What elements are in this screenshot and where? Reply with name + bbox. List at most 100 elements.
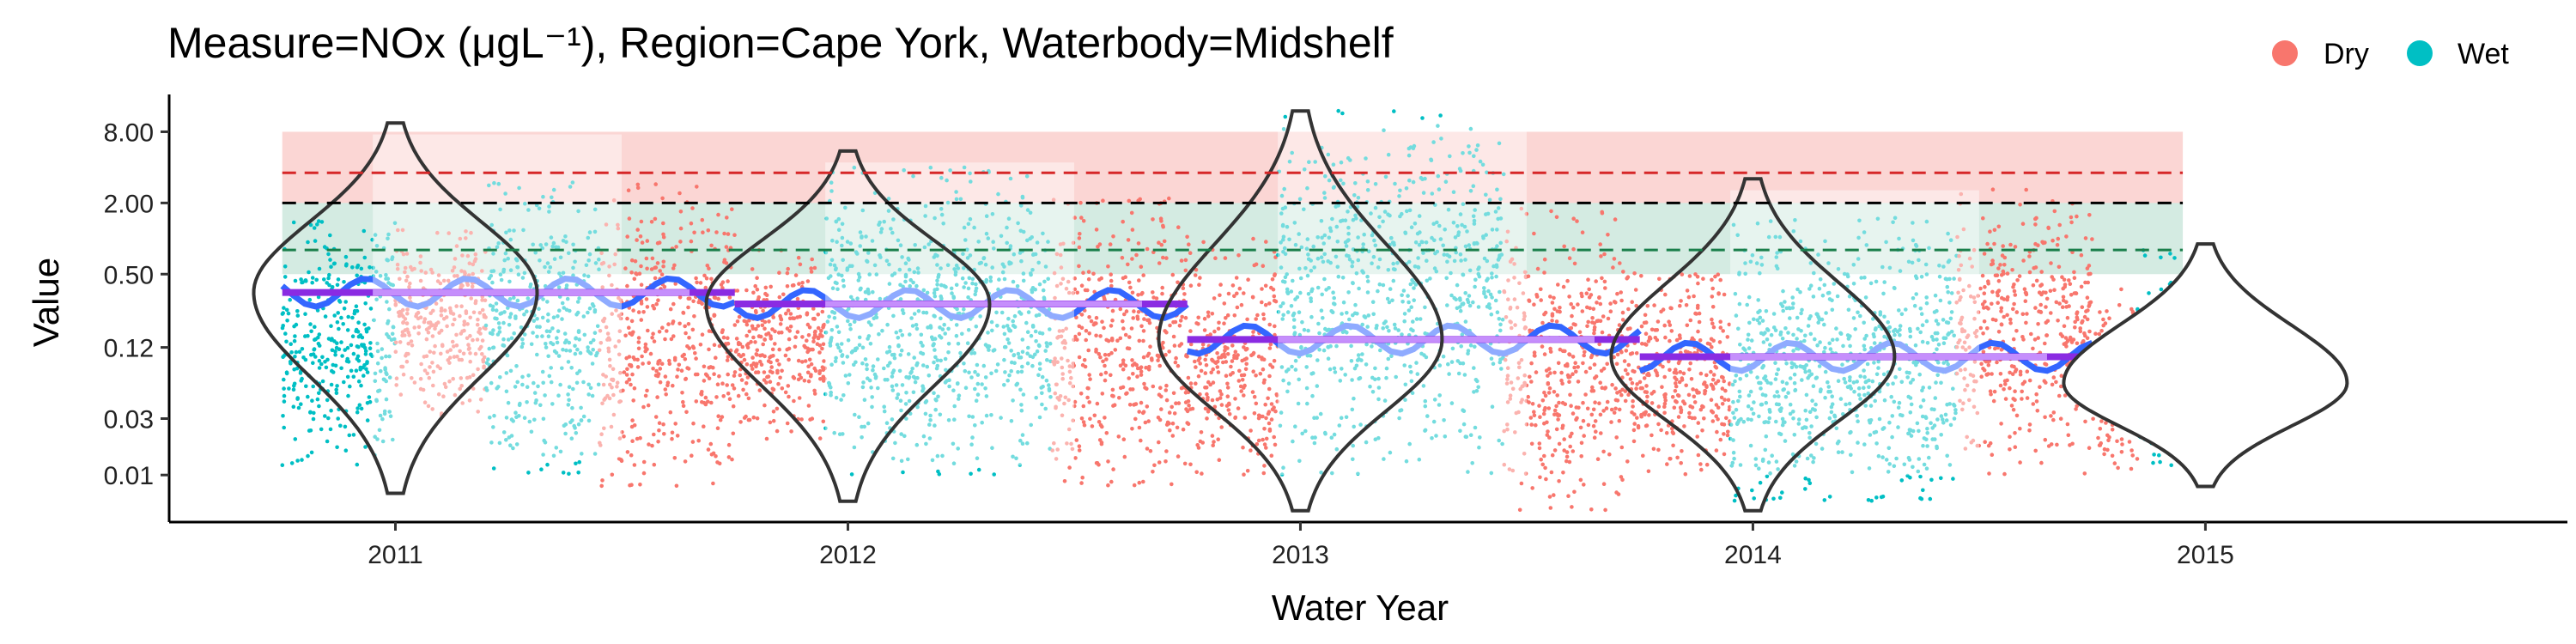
data-point xyxy=(1600,330,1605,335)
data-point xyxy=(1571,411,1576,416)
data-point xyxy=(650,443,654,448)
data-point xyxy=(783,353,788,358)
data-point xyxy=(1109,324,1114,328)
data-point xyxy=(726,279,730,283)
data-point xyxy=(306,453,310,459)
data-point xyxy=(1188,462,1193,467)
data-point xyxy=(1530,402,1535,406)
data-point xyxy=(665,329,669,333)
data-point xyxy=(1600,210,1605,216)
data-point xyxy=(1133,402,1139,406)
data-point xyxy=(1574,369,1578,374)
data-point xyxy=(1083,288,1088,293)
data-point xyxy=(343,348,348,352)
data-point xyxy=(306,394,310,399)
data-point xyxy=(326,276,331,281)
data-point xyxy=(656,440,660,444)
data-point xyxy=(1597,401,1601,406)
data-point xyxy=(1621,270,1625,274)
data-point xyxy=(1121,367,1126,372)
data-point xyxy=(1103,363,1107,368)
data-point xyxy=(1254,401,1259,406)
data-point xyxy=(812,316,817,321)
data-point xyxy=(1701,276,1705,282)
data-point xyxy=(1242,373,1247,378)
data-point xyxy=(1698,338,1703,343)
data-point xyxy=(1625,276,1629,281)
data-point xyxy=(1186,375,1191,380)
data-point xyxy=(1678,370,1683,374)
data-point xyxy=(635,238,639,242)
data-point xyxy=(1637,380,1643,385)
data-point xyxy=(1123,332,1128,337)
data-point xyxy=(1642,376,1647,380)
data-point xyxy=(1267,301,1272,306)
data-point xyxy=(745,345,750,350)
data-point xyxy=(1262,464,1267,468)
data-point xyxy=(1711,338,1716,343)
data-point xyxy=(768,380,773,385)
data-point xyxy=(1103,370,1109,375)
data-point xyxy=(345,374,350,380)
data-point xyxy=(652,432,656,437)
data-point xyxy=(1710,409,1714,414)
data-point xyxy=(1170,272,1176,277)
data-point xyxy=(1615,398,1620,403)
data-point xyxy=(1136,310,1141,314)
data-point xyxy=(296,405,301,410)
data-point xyxy=(1543,393,1548,398)
data-point xyxy=(1552,370,1557,375)
data-point xyxy=(1558,347,1563,352)
data-point xyxy=(1552,493,1556,497)
data-point xyxy=(769,365,774,369)
data-point xyxy=(350,315,355,320)
data-point xyxy=(1532,413,1537,418)
data-point xyxy=(1267,386,1272,392)
data-point xyxy=(325,439,330,444)
data-point xyxy=(640,240,645,245)
data-point xyxy=(1163,459,1168,464)
data-point xyxy=(1263,283,1268,289)
data-point xyxy=(714,230,719,234)
data-point xyxy=(342,307,347,311)
data-point xyxy=(1227,402,1231,407)
data-point xyxy=(610,472,615,477)
data-point xyxy=(674,483,679,489)
data-point xyxy=(1161,255,1165,260)
data-point xyxy=(685,344,690,349)
data-point xyxy=(695,280,699,285)
data-point xyxy=(1648,335,1652,340)
data-point xyxy=(1236,379,1242,383)
data-point xyxy=(711,481,715,486)
data-point xyxy=(1652,303,1656,307)
data-point xyxy=(1117,396,1121,400)
data-point xyxy=(1725,335,1730,339)
data-point xyxy=(1077,355,1082,360)
data-point xyxy=(392,221,398,226)
data-point xyxy=(663,374,668,379)
data-point xyxy=(762,370,767,374)
data-point xyxy=(1599,431,1603,435)
data-point xyxy=(1679,461,1683,465)
data-point xyxy=(694,276,698,281)
data-point xyxy=(1145,354,1150,358)
data-point xyxy=(1145,447,1150,451)
data-point xyxy=(1647,373,1651,378)
data-point xyxy=(1705,341,1710,346)
data-point xyxy=(1758,480,1763,485)
data-point xyxy=(1567,352,1572,357)
data-point xyxy=(1595,457,1601,461)
data-point xyxy=(1197,283,1201,288)
data-point xyxy=(1649,433,1654,438)
data-point xyxy=(1665,462,1669,466)
data-point xyxy=(1094,333,1098,338)
data-point xyxy=(1222,301,1227,306)
data-point xyxy=(817,350,822,355)
data-point xyxy=(821,419,826,424)
data-point xyxy=(637,271,642,276)
data-point xyxy=(1575,219,1579,223)
data-point xyxy=(308,410,313,415)
data-point xyxy=(1827,495,1832,499)
data-point xyxy=(288,297,293,302)
data-point xyxy=(1203,406,1208,411)
